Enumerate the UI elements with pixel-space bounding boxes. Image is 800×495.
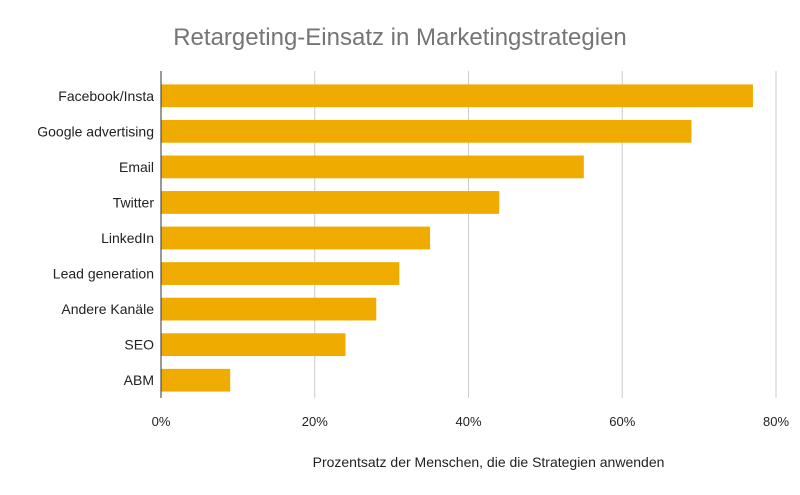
x-axis-label: Prozentsatz der Menschen, die die Strate… [313, 454, 665, 470]
bar [161, 226, 431, 250]
bar [161, 155, 584, 179]
category-label: LinkedIn [101, 230, 154, 246]
category-label: SEO [124, 337, 154, 353]
x-tick-label: 60% [609, 414, 635, 429]
bar [161, 84, 753, 108]
chart-title: Retargeting-Einsatz in Marketingstrategi… [173, 24, 627, 51]
category-label: Andere Kanäle [61, 301, 154, 317]
category-label: ABM [124, 372, 154, 388]
x-tick-label: 0% [152, 414, 171, 429]
bar [161, 262, 400, 285]
x-tick-label: 80% [763, 414, 789, 429]
bar [161, 297, 377, 321]
bar [161, 119, 692, 143]
category-label: Facebook/Insta [58, 88, 154, 104]
bar [161, 191, 500, 214]
category-label: Twitter [113, 194, 155, 210]
x-tick-label: 40% [455, 414, 481, 429]
bar [161, 333, 346, 357]
category-label: Google advertising [37, 123, 154, 139]
category-label: Email [119, 159, 154, 175]
x-tick-label: 20% [302, 414, 328, 429]
category-label: Lead generation [53, 266, 154, 282]
bar [161, 368, 231, 392]
